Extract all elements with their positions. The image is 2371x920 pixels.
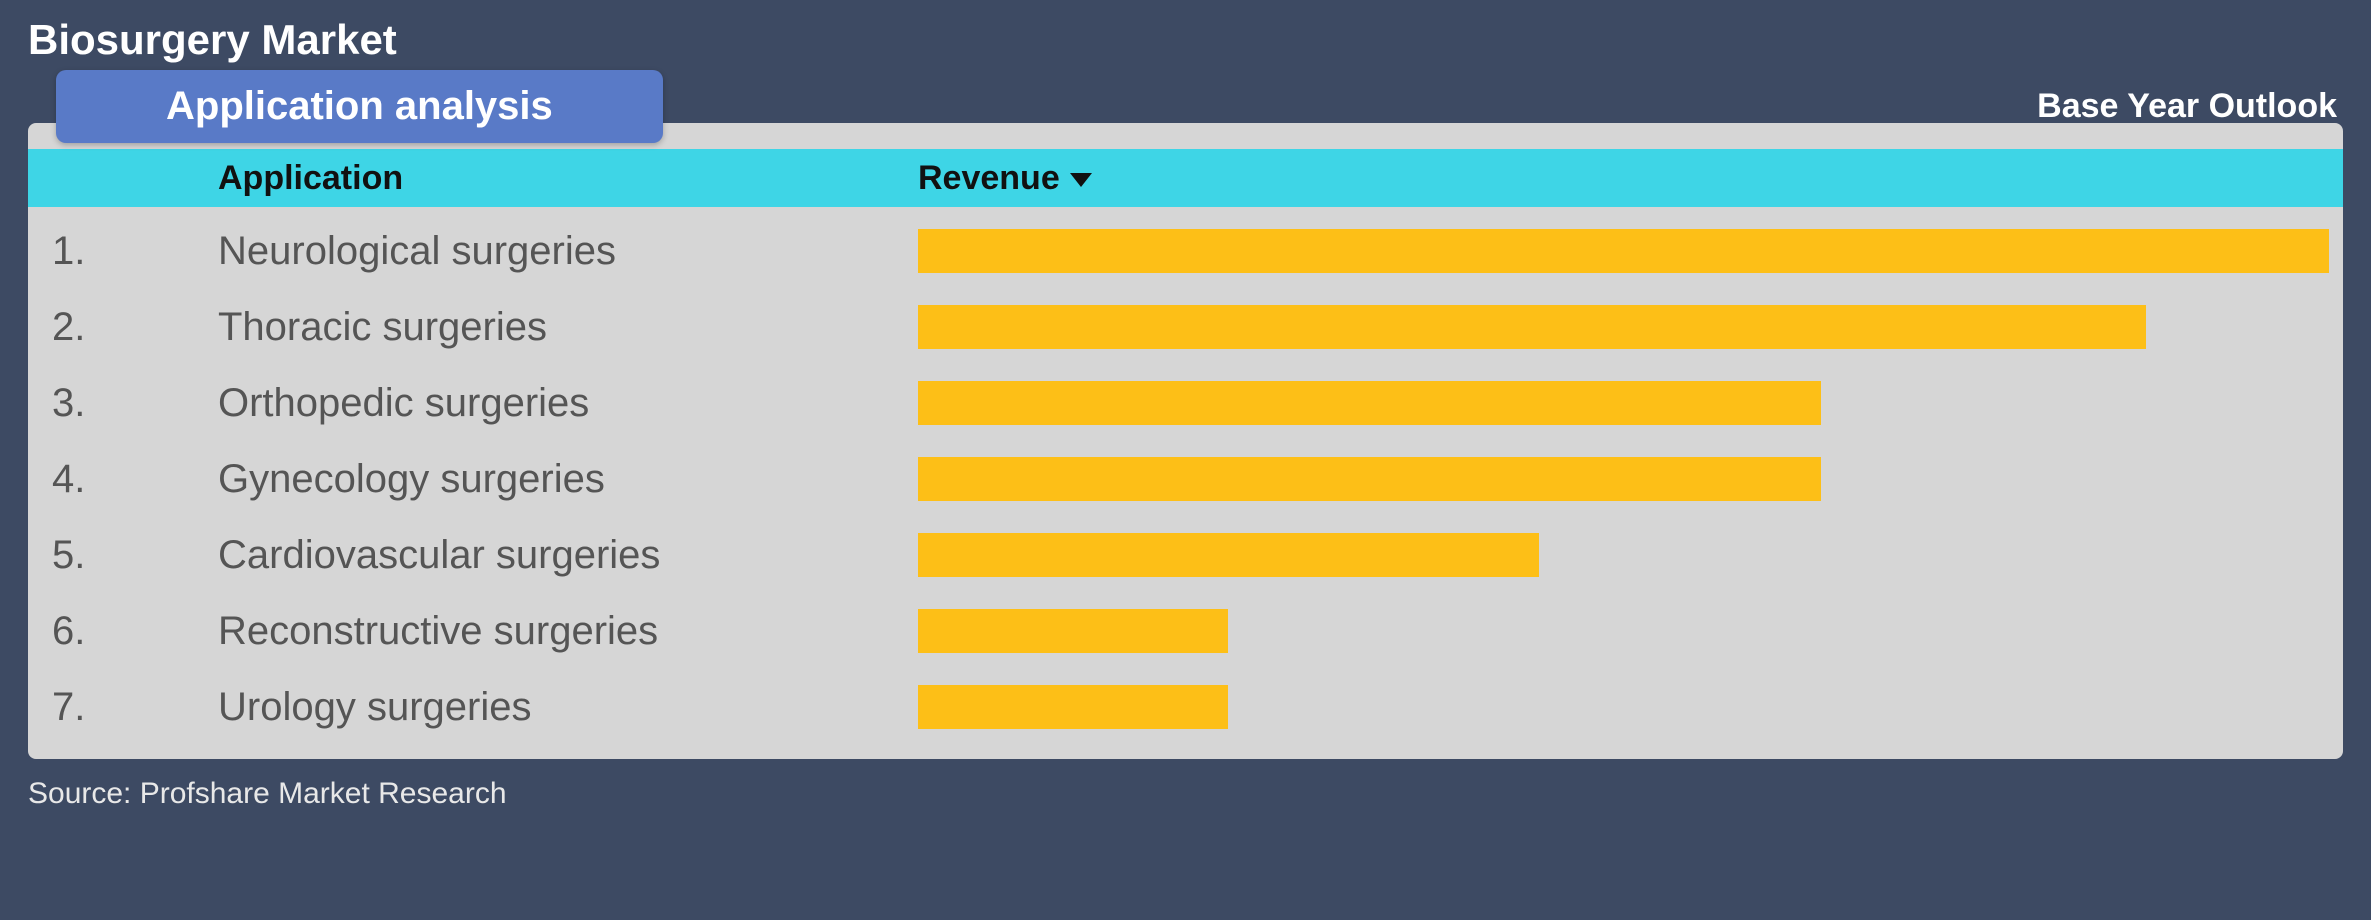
page-title: Biosurgery Market <box>28 16 2343 64</box>
tab-application-analysis[interactable]: Application analysis <box>56 70 663 143</box>
source-attribution: Source: Profshare Market Research <box>28 777 2343 811</box>
header-revenue-label: Revenue <box>918 159 1060 198</box>
revenue-bar <box>918 381 1821 425</box>
header-application[interactable]: Application <box>218 159 918 198</box>
row-rank: 2. <box>28 305 218 350</box>
bar-track <box>918 457 2329 501</box>
revenue-bar <box>918 609 1228 653</box>
row-revenue-cell <box>918 381 2329 425</box>
row-revenue-cell <box>918 685 2329 729</box>
row-rank: 5. <box>28 533 218 578</box>
bar-track <box>918 305 2329 349</box>
row-revenue-cell <box>918 229 2329 273</box>
row-application: Orthopedic surgeries <box>218 381 918 426</box>
table-row: 7.Urology surgeries <box>28 669 2329 745</box>
table-rows: 1.Neurological surgeries2.Thoracic surge… <box>28 207 2343 759</box>
bar-track <box>918 229 2329 273</box>
row-revenue-cell <box>918 305 2329 349</box>
table-row: 4.Gynecology surgeries <box>28 441 2329 517</box>
row-rank: 4. <box>28 457 218 502</box>
top-bar: Application analysis Base Year Outlook <box>28 70 2343 143</box>
row-application: Cardiovascular surgeries <box>218 533 918 578</box>
table-row: 6.Reconstructive surgeries <box>28 593 2329 669</box>
row-application: Neurological surgeries <box>218 229 918 274</box>
table-row: 3.Orthopedic surgeries <box>28 365 2329 441</box>
base-year-outlook-label: Base Year Outlook <box>2037 87 2343 126</box>
revenue-bar <box>918 685 1228 729</box>
row-revenue-cell <box>918 457 2329 501</box>
row-application: Gynecology surgeries <box>218 457 918 502</box>
sort-desc-icon <box>1070 173 1092 187</box>
row-application: Thoracic surgeries <box>218 305 918 350</box>
revenue-bar <box>918 533 1539 577</box>
row-revenue-cell <box>918 533 2329 577</box>
header-revenue[interactable]: Revenue <box>918 159 2343 198</box>
row-rank: 1. <box>28 229 218 274</box>
row-application: Reconstructive surgeries <box>218 609 918 654</box>
row-rank: 3. <box>28 381 218 426</box>
chart-panel: Application Revenue 1.Neurological surge… <box>28 123 2343 759</box>
bar-track <box>918 685 2329 729</box>
revenue-bar <box>918 305 2146 349</box>
row-rank: 6. <box>28 609 218 654</box>
table-row: 1.Neurological surgeries <box>28 213 2329 289</box>
table-row: 5.Cardiovascular surgeries <box>28 517 2329 593</box>
revenue-bar <box>918 457 1821 501</box>
bar-track <box>918 533 2329 577</box>
row-revenue-cell <box>918 609 2329 653</box>
bar-track <box>918 609 2329 653</box>
table-header: Application Revenue <box>28 149 2343 207</box>
table-row: 2.Thoracic surgeries <box>28 289 2329 365</box>
row-rank: 7. <box>28 685 218 730</box>
bar-track <box>918 381 2329 425</box>
row-application: Urology surgeries <box>218 685 918 730</box>
revenue-bar <box>918 229 2329 273</box>
